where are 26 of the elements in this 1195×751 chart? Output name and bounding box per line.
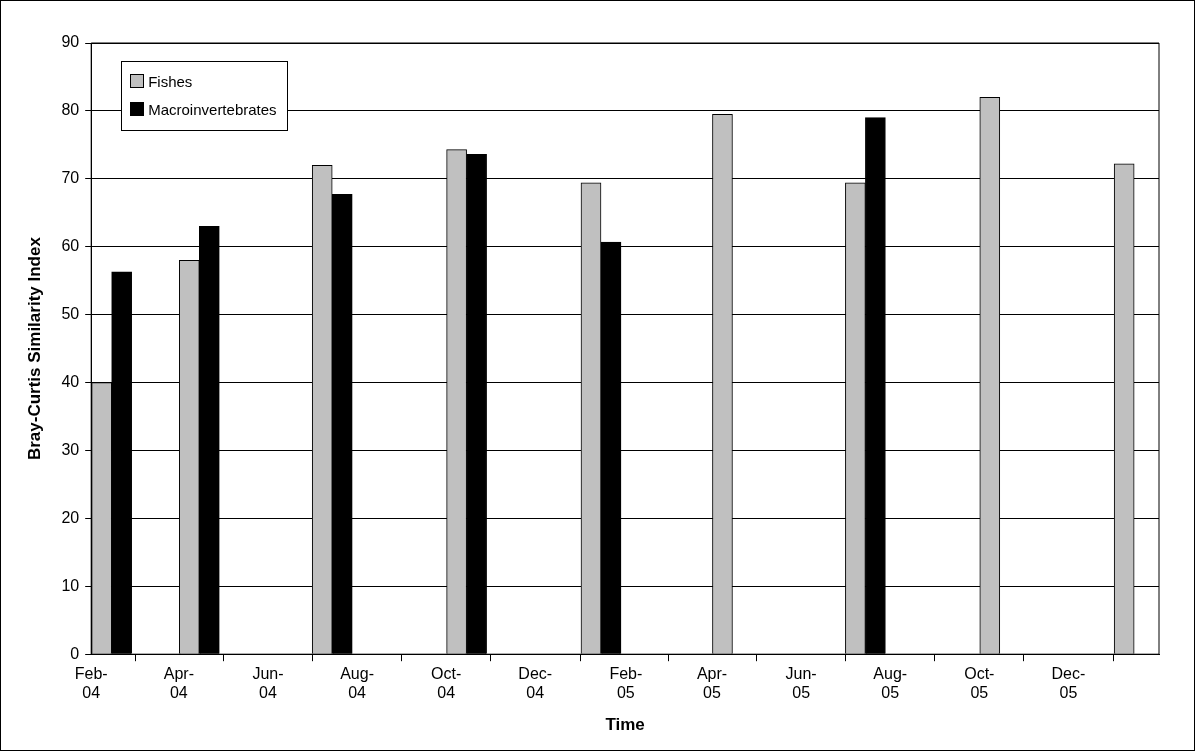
y-tick-label: 10 bbox=[61, 576, 80, 594]
y-tick-label: 40 bbox=[61, 372, 80, 390]
y-tick-label: 90 bbox=[61, 33, 80, 51]
x-tick-label: Dec-04 bbox=[518, 665, 553, 702]
x-tick-label: Jun-04 bbox=[252, 665, 284, 702]
y-tick-label: 60 bbox=[61, 237, 80, 255]
x-tick-label: Dec-05 bbox=[1051, 665, 1086, 702]
x-tick-label: Feb-04 bbox=[74, 665, 108, 702]
x-tick-label: Apr-04 bbox=[163, 665, 194, 702]
y-tick-label: 20 bbox=[61, 508, 80, 526]
y-axis-title: Bray-Curtis Similarity Index bbox=[24, 236, 44, 461]
y-tick-label: 50 bbox=[61, 305, 80, 323]
x-tick-label: Aug-04 bbox=[340, 665, 374, 702]
x-tick-label: Aug-05 bbox=[873, 665, 908, 702]
x-tick-label: Jun-05 bbox=[785, 665, 817, 702]
x-axis-title: Time bbox=[605, 715, 645, 735]
y-tick-label: 70 bbox=[61, 169, 80, 187]
y-tick-label: 0 bbox=[70, 644, 80, 662]
legend-label: Macroinvertebrates bbox=[147, 100, 277, 120]
x-tick-label: Apr-05 bbox=[696, 665, 728, 702]
legend-label: Fishes bbox=[147, 72, 194, 92]
x-tick-label: Feb-05 bbox=[609, 665, 643, 702]
y-tick-label: 80 bbox=[61, 101, 80, 119]
x-tick-label: Oct-04 bbox=[431, 665, 462, 702]
x-tick-label: Oct-05 bbox=[964, 665, 995, 702]
y-tick-label: 30 bbox=[61, 440, 80, 458]
